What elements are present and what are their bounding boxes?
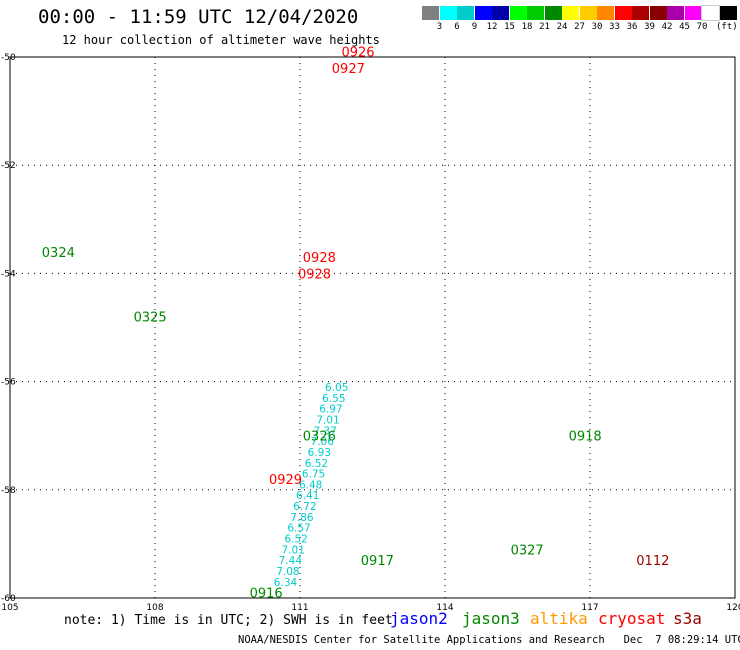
- pass-time-label: 0926: [341, 46, 374, 61]
- swh-value: 7.06: [311, 436, 335, 448]
- legend-swatch: [562, 6, 579, 20]
- legend-tick-label: 21: [539, 22, 550, 32]
- legend-unit: (ft): [716, 22, 738, 32]
- pass-time-label: 0916: [250, 587, 283, 602]
- legend-tick-label: 42: [661, 22, 673, 32]
- pass-time-label: 0917: [361, 554, 394, 569]
- swh-value: 6.52: [284, 533, 307, 545]
- satellite-altika: altika: [530, 609, 588, 628]
- x-tick-label: 111: [291, 603, 308, 613]
- y-tick-label: -54: [1, 269, 16, 279]
- swh-value: 6.93: [308, 447, 331, 459]
- legend-tick-label: 39: [644, 22, 655, 32]
- legend-tick-label: 15: [504, 22, 515, 32]
- satellite-jason3: jason3: [462, 609, 520, 628]
- satellite-s3a: s3a: [673, 609, 702, 628]
- legend-swatch: [597, 6, 614, 20]
- x-tick-label: 108: [146, 603, 163, 613]
- credit-line: NOAA/NESDIS Center for Satellite Applica…: [238, 634, 740, 646]
- legend-tick-label: 45: [679, 22, 690, 32]
- legend-swatch: [509, 6, 527, 20]
- legend-tick-label: 70: [696, 22, 708, 32]
- legend-tick-label: 30: [591, 22, 603, 32]
- chart-subtitle: 12 hour collection of altimeter wave hei…: [62, 33, 380, 47]
- x-tick-label: 117: [581, 603, 598, 613]
- swh-value: 7.86: [290, 512, 314, 524]
- legend-swatch: [667, 6, 684, 20]
- pass-time-label: 0929: [269, 473, 302, 488]
- swh-value: 6.52: [305, 458, 328, 470]
- swh-value: 6.41: [296, 490, 319, 502]
- footer-note: note: 1) Time is in UTC; 2) SWH is in fe…: [64, 613, 393, 628]
- legend-tick-label: 9: [471, 22, 478, 32]
- legend-tick-label: 18: [521, 22, 533, 32]
- swh-value: 7.37: [313, 425, 336, 437]
- legend-tick-label: 3: [436, 22, 443, 32]
- swh-value: 7.01: [282, 544, 305, 556]
- pass-time-label: 0327: [511, 543, 544, 558]
- legend-swatch: [474, 6, 492, 20]
- legend-tick-label: 33: [609, 22, 620, 32]
- pass-time-label: 0326: [303, 430, 336, 445]
- legend-tick-label: 6: [454, 22, 460, 32]
- x-tick-label: 120: [726, 603, 740, 613]
- satellite-jason2: jason2: [390, 609, 448, 628]
- satellite-cryosat: cryosat: [598, 609, 666, 628]
- legend-tick-label: 27: [574, 22, 585, 32]
- x-tick-label: 114: [436, 603, 453, 613]
- legend-swatch: [701, 5, 720, 21]
- legend-swatch: [544, 6, 562, 20]
- legend-swatch: [614, 6, 632, 20]
- swh-value: 7.01: [316, 414, 339, 426]
- swh-value: 6.55: [322, 393, 345, 405]
- legend-swatch: [527, 6, 544, 20]
- swh-value: 6.75: [302, 469, 325, 481]
- legend-swatch: [457, 6, 474, 20]
- swh-value: 6.05: [325, 382, 348, 394]
- legend-swatch: [492, 6, 509, 20]
- swh-value: 6.34: [274, 577, 298, 589]
- swh-value: 6.72: [293, 501, 316, 513]
- legend-swatch: [719, 6, 737, 20]
- x-tick-label: 105: [1, 603, 18, 613]
- legend-swatch: [422, 6, 439, 20]
- chart-title: 00:00 - 11:59 UTC 12/04/2020: [38, 6, 359, 28]
- swh-value: 6.48: [299, 479, 322, 491]
- legend-swatch: [439, 6, 457, 20]
- legend-swatch: [649, 6, 667, 20]
- pass-time-label: 0112: [636, 554, 669, 569]
- legend-swatch: [579, 6, 597, 20]
- pass-time-label: 0918: [569, 430, 602, 445]
- y-tick-label: -56: [1, 378, 16, 388]
- y-tick-label: -52: [1, 161, 16, 171]
- legend-tick-label: 12: [486, 22, 498, 32]
- legend-swatch: [684, 6, 702, 20]
- y-tick-label: -60: [1, 594, 16, 604]
- pass-time-label: 0927: [332, 62, 365, 77]
- swh-value: 7.08: [276, 566, 299, 578]
- y-tick-label: -58: [1, 486, 16, 496]
- pass-time-label: 0324: [42, 246, 75, 261]
- swh-value: 6.57: [287, 523, 310, 535]
- pass-time-label: 0325: [134, 311, 167, 326]
- legend-tick-label: 24: [556, 22, 568, 32]
- swh-value: 7.44: [279, 555, 303, 567]
- legend-tick-label: 36: [626, 22, 638, 32]
- plot-frame: [9, 56, 736, 599]
- pass-time-label: 0928: [303, 251, 336, 266]
- pass-time-label: 0928: [298, 267, 331, 282]
- swh-value: 6.97: [319, 404, 342, 416]
- legend-swatch: [632, 6, 649, 20]
- y-tick-label: -50: [1, 53, 16, 63]
